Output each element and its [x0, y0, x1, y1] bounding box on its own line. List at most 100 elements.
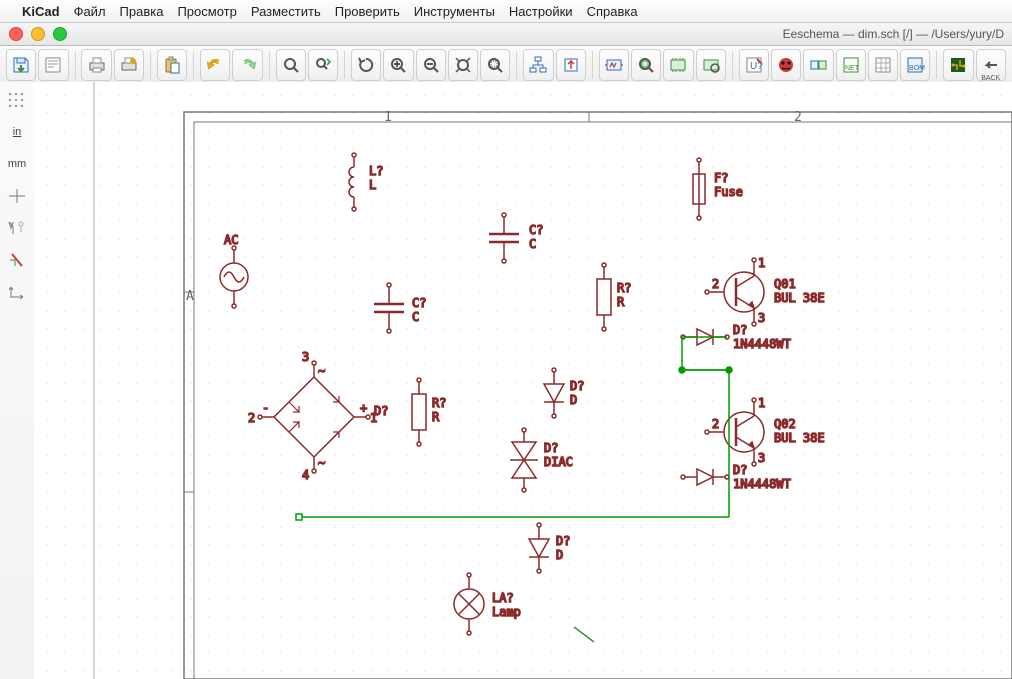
menu-help[interactable]: Справка [587, 4, 638, 19]
app-menu[interactable]: KiCad [22, 4, 60, 19]
bus-direction-button[interactable] [2, 246, 32, 274]
svg-text:D?: D? [374, 404, 388, 418]
window-titlebar: Eeschema — dim.sch [/] — /Users/yury/D [0, 23, 1012, 46]
menu-preferences[interactable]: Настройки [509, 4, 573, 19]
erc-button[interactable] [771, 49, 801, 81]
menu-tools[interactable]: Инструменты [414, 4, 495, 19]
coords-button[interactable] [2, 278, 32, 306]
component-q02-group[interactable]: Q02 BUL 38E 2 1 3 D? 1N4448WT [681, 396, 825, 491]
svg-text:4: 4 [302, 468, 309, 482]
page-settings-button[interactable] [38, 49, 68, 81]
pcbnew-button[interactable] [943, 49, 973, 81]
svg-text:D?: D? [733, 323, 747, 337]
paste-button[interactable] [157, 49, 187, 81]
component-diac[interactable]: D? DIAC [510, 428, 573, 492]
annotate-button[interactable]: U? [739, 49, 769, 81]
svg-text:Lamp: Lamp [492, 605, 521, 619]
svg-text:3: 3 [758, 451, 765, 465]
find-button[interactable] [276, 49, 306, 81]
back-label: BACK [981, 75, 1000, 82]
menu-edit[interactable]: Правка [120, 4, 164, 19]
svg-text:+: + [360, 401, 367, 415]
zoom-in-button[interactable] [383, 49, 413, 81]
units-in-button[interactable]: in [2, 118, 32, 146]
print-button[interactable] [81, 49, 111, 81]
plot-button[interactable] [114, 49, 144, 81]
bom-button[interactable]: BOM [900, 49, 930, 81]
svg-text:LA?: LA? [492, 591, 514, 605]
svg-text:NET: NET [845, 65, 860, 72]
svg-text:D: D [570, 393, 577, 407]
macos-menubar: KiCad Файл Правка Просмотр Разместить Пр… [0, 0, 1012, 23]
svg-text:3: 3 [302, 350, 309, 364]
component-capacitor-top[interactable]: C? C [489, 213, 543, 263]
cursor-shape-button[interactable] [2, 182, 32, 210]
units-mm-button[interactable]: mm [2, 150, 32, 178]
svg-text:Q01: Q01 [774, 277, 796, 291]
symbol-fields-button[interactable] [868, 49, 898, 81]
schematic-canvas[interactable]: 1 2 A AC L? [34, 82, 1012, 679]
svg-text:D?: D? [733, 463, 747, 477]
undo-button[interactable] [200, 49, 230, 81]
menu-place[interactable]: Разместить [251, 4, 321, 19]
component-resistor-right[interactable]: R? R [597, 263, 631, 331]
save-button[interactable] [6, 49, 36, 81]
svg-text:2: 2 [794, 110, 802, 125]
svg-text:1N4448WT: 1N4448WT [733, 477, 791, 491]
browse-libs-button[interactable] [631, 49, 661, 81]
toolbar-separator [732, 51, 733, 79]
zoom-button[interactable] [53, 27, 67, 41]
svg-text:AC: AC [224, 233, 238, 247]
component-lamp[interactable]: LA? Lamp [454, 573, 521, 635]
hidden-pins-button[interactable] [2, 214, 32, 242]
symbol-editor-button[interactable] [599, 49, 629, 81]
svg-text:R?: R? [432, 396, 446, 410]
component-diode-bottom[interactable]: D? D [529, 523, 570, 573]
toolbar-separator [344, 51, 345, 79]
svg-text:1: 1 [758, 256, 765, 270]
toolbar-separator [592, 51, 593, 79]
find-replace-button[interactable] [308, 49, 338, 81]
import-back-button[interactable]: BACK [976, 49, 1006, 81]
svg-text:D?: D? [544, 441, 558, 455]
zoom-out-button[interactable] [416, 49, 446, 81]
svg-text:D: D [556, 548, 563, 562]
component-resistor-left[interactable]: R? R [412, 378, 446, 446]
svg-text:1N4448WT: 1N4448WT [733, 337, 791, 351]
svg-text:2: 2 [712, 277, 719, 291]
minimize-button[interactable] [31, 27, 45, 41]
component-capacitor-left[interactable]: C? C [374, 283, 426, 333]
component-inductor[interactable]: L? L [349, 153, 383, 211]
svg-text:BUL 38E: BUL 38E [774, 431, 825, 445]
toolbar-separator [193, 51, 194, 79]
menu-file[interactable]: Файл [74, 4, 106, 19]
menu-view[interactable]: Просмотр [177, 4, 236, 19]
netlist-button[interactable]: NET [836, 49, 866, 81]
refresh-button[interactable] [351, 49, 381, 81]
toolbar-separator [936, 51, 937, 79]
window-controls [0, 27, 67, 41]
component-bridge[interactable]: + - ~ ~ 1 2 3 4 D? [248, 350, 388, 482]
menu-inspect[interactable]: Проверить [335, 4, 400, 19]
svg-text:1: 1 [384, 110, 392, 125]
window-title: Eeschema — dim.sch [/] — /Users/yury/D [783, 27, 1004, 41]
svg-text:D?: D? [570, 379, 584, 393]
grid-toggle[interactable] [2, 86, 32, 114]
footprint-editor-button[interactable] [663, 49, 693, 81]
svg-text:R: R [432, 410, 440, 424]
svg-text:3: 3 [758, 311, 765, 325]
leave-sheet-button[interactable] [556, 49, 586, 81]
svg-text:A: A [186, 289, 194, 304]
component-diode-mid[interactable]: D? D [544, 368, 584, 418]
zoom-selection-button[interactable] [480, 49, 510, 81]
close-button[interactable] [9, 27, 23, 41]
svg-text:C?: C? [412, 296, 426, 310]
hierarchy-button[interactable] [523, 49, 553, 81]
cvpcb-button[interactable] [803, 49, 833, 81]
component-ac-source[interactable]: AC [220, 233, 248, 308]
svg-text:C: C [529, 237, 536, 251]
footprint-browser-button[interactable] [696, 49, 726, 81]
component-fuse[interactable]: F? Fuse [693, 158, 743, 220]
zoom-fit-button[interactable] [448, 49, 478, 81]
redo-button[interactable] [232, 49, 262, 81]
